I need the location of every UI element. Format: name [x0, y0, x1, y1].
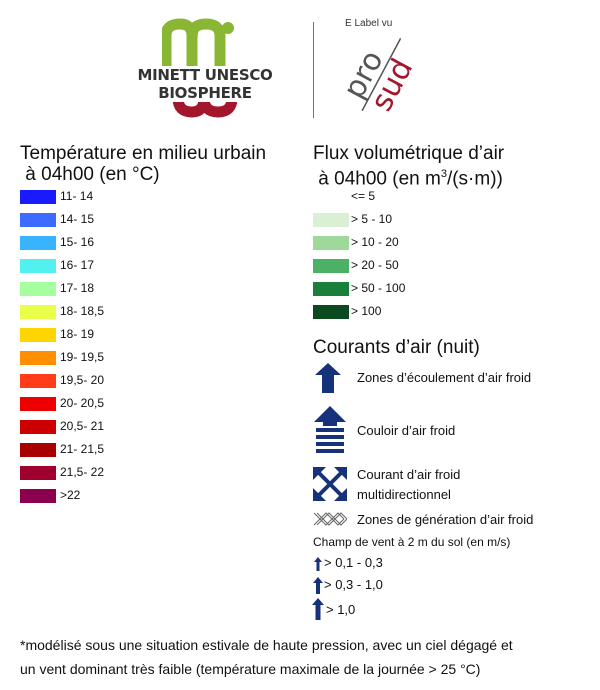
- temperature-label: 18- 19: [60, 327, 95, 341]
- flux-label: > 100: [351, 304, 382, 318]
- flux-title: Flux volumétrique d’air à 04h00 (en m3/(…: [313, 143, 504, 189]
- legend-ecoulement-label: Zones d’écoulement d’air froid: [357, 370, 532, 385]
- minett-m-icon: [162, 18, 238, 118]
- temperature-swatch: [20, 305, 56, 319]
- temperature-swatch: [20, 397, 56, 411]
- flux-label: > 10 - 20: [351, 235, 399, 249]
- footnote-line1: *modélisé sous une situation estivale de…: [20, 637, 513, 653]
- temperature-swatch: [20, 282, 56, 296]
- temperature-swatch: [20, 259, 56, 273]
- temperature-label: 17- 18: [60, 281, 95, 295]
- wind-arrow-small-icon: [314, 557, 322, 571]
- generation-hatch-icon: [313, 512, 347, 526]
- temperature-title-line1: Température en milieu urbain: [20, 143, 267, 164]
- temperature-label: 21,5- 22: [60, 465, 105, 479]
- temperature-label: 16- 17: [60, 258, 95, 272]
- flux-title-line1: Flux volumétrique d’air: [313, 143, 505, 164]
- prosud-logo: pro sud pro sud: [330, 30, 430, 120]
- wind-title: Champ de vent à 2 m du sol (en m/s): [313, 535, 511, 549]
- temperature-swatch: [20, 420, 56, 434]
- logo-divider: [313, 22, 314, 118]
- legend-multi-label-2: multidirectionnel: [357, 487, 451, 502]
- temperature-swatch: [20, 236, 56, 250]
- minett-logo: MINETT UNESCO BIOSPHERE: [110, 18, 300, 120]
- legend-generation-label: Zones de génération d’air froid: [357, 512, 534, 527]
- temperature-label: 20- 20,5: [60, 396, 105, 410]
- flux-swatch: [313, 213, 349, 227]
- courants-title: Courants d’air (nuit): [313, 337, 480, 358]
- wind-arrow-large-icon: [312, 598, 324, 620]
- minett-logo-text: MINETT UNESCO BIOSPHERE: [110, 66, 300, 102]
- flux-swatch: [313, 190, 349, 204]
- wind-label-1: > 0,1 - 0,3: [324, 555, 383, 570]
- flux-title-pre: à 04h00 (en m: [313, 168, 441, 190]
- temperature-swatch: [20, 190, 56, 204]
- flow-arrow-icon: [315, 363, 341, 393]
- temperature-label: 14- 15: [60, 212, 95, 226]
- legend-couloir-label: Couloir d’air froid: [357, 423, 456, 438]
- flux-label: > 50 - 100: [351, 281, 406, 295]
- flux-swatch: [313, 282, 349, 296]
- wind-label-2: > 0,3 - 1,0: [324, 577, 383, 592]
- temperature-label: 18- 18,5: [60, 304, 105, 318]
- flux-swatch: [313, 305, 349, 319]
- temperature-title-line2: à 04h00 (en °C): [20, 164, 160, 185]
- flux-label: <= 5: [351, 189, 376, 203]
- flux-label: > 20 - 50: [351, 258, 399, 272]
- flux-title-post: /(s·m)): [446, 168, 503, 190]
- temperature-label: 11- 14: [60, 189, 94, 203]
- flux-swatch: [313, 259, 349, 273]
- flux-title-line2: à 04h00 (en m3/(s·m)): [313, 164, 504, 189]
- multidirectional-arrows-icon: [313, 467, 347, 501]
- footnote: *modélisé sous une situation estivale de…: [20, 633, 590, 681]
- temperature-label: 15- 16: [60, 235, 95, 249]
- temperature-label: 20,5- 21: [60, 419, 105, 433]
- prosud-logo-icon: pro sud: [337, 38, 420, 117]
- legend-multi-label-1: Courant d’air froid: [357, 467, 461, 482]
- temperature-label: 19- 19,5: [60, 350, 105, 364]
- temperature-swatch: [20, 328, 56, 342]
- e-label-tag: E Label vu: [345, 18, 393, 29]
- temperature-swatch: [20, 443, 56, 457]
- wind-label-3: > 1,0: [326, 602, 356, 617]
- temperature-label: 19,5- 20: [60, 373, 105, 387]
- footnote-line2: un vent dominant très faible (températur…: [20, 661, 481, 677]
- temperature-title: Température en milieu urbain à 04h00 (en…: [20, 143, 266, 185]
- temperature-swatch: [20, 213, 56, 227]
- temperature-label: >22: [60, 488, 81, 502]
- temperature-swatch: [20, 351, 56, 365]
- temperature-label: 21- 21,5: [60, 442, 105, 456]
- flux-label: > 5 - 10: [351, 212, 393, 226]
- temperature-swatch: [20, 374, 56, 388]
- corridor-arrow-icon: [314, 406, 346, 453]
- temperature-swatch: [20, 489, 56, 503]
- flux-swatch: [313, 236, 349, 250]
- wind-arrow-medium-icon: [313, 577, 323, 594]
- temperature-swatch: [20, 466, 56, 480]
- flux-title-sup: 3: [440, 168, 447, 180]
